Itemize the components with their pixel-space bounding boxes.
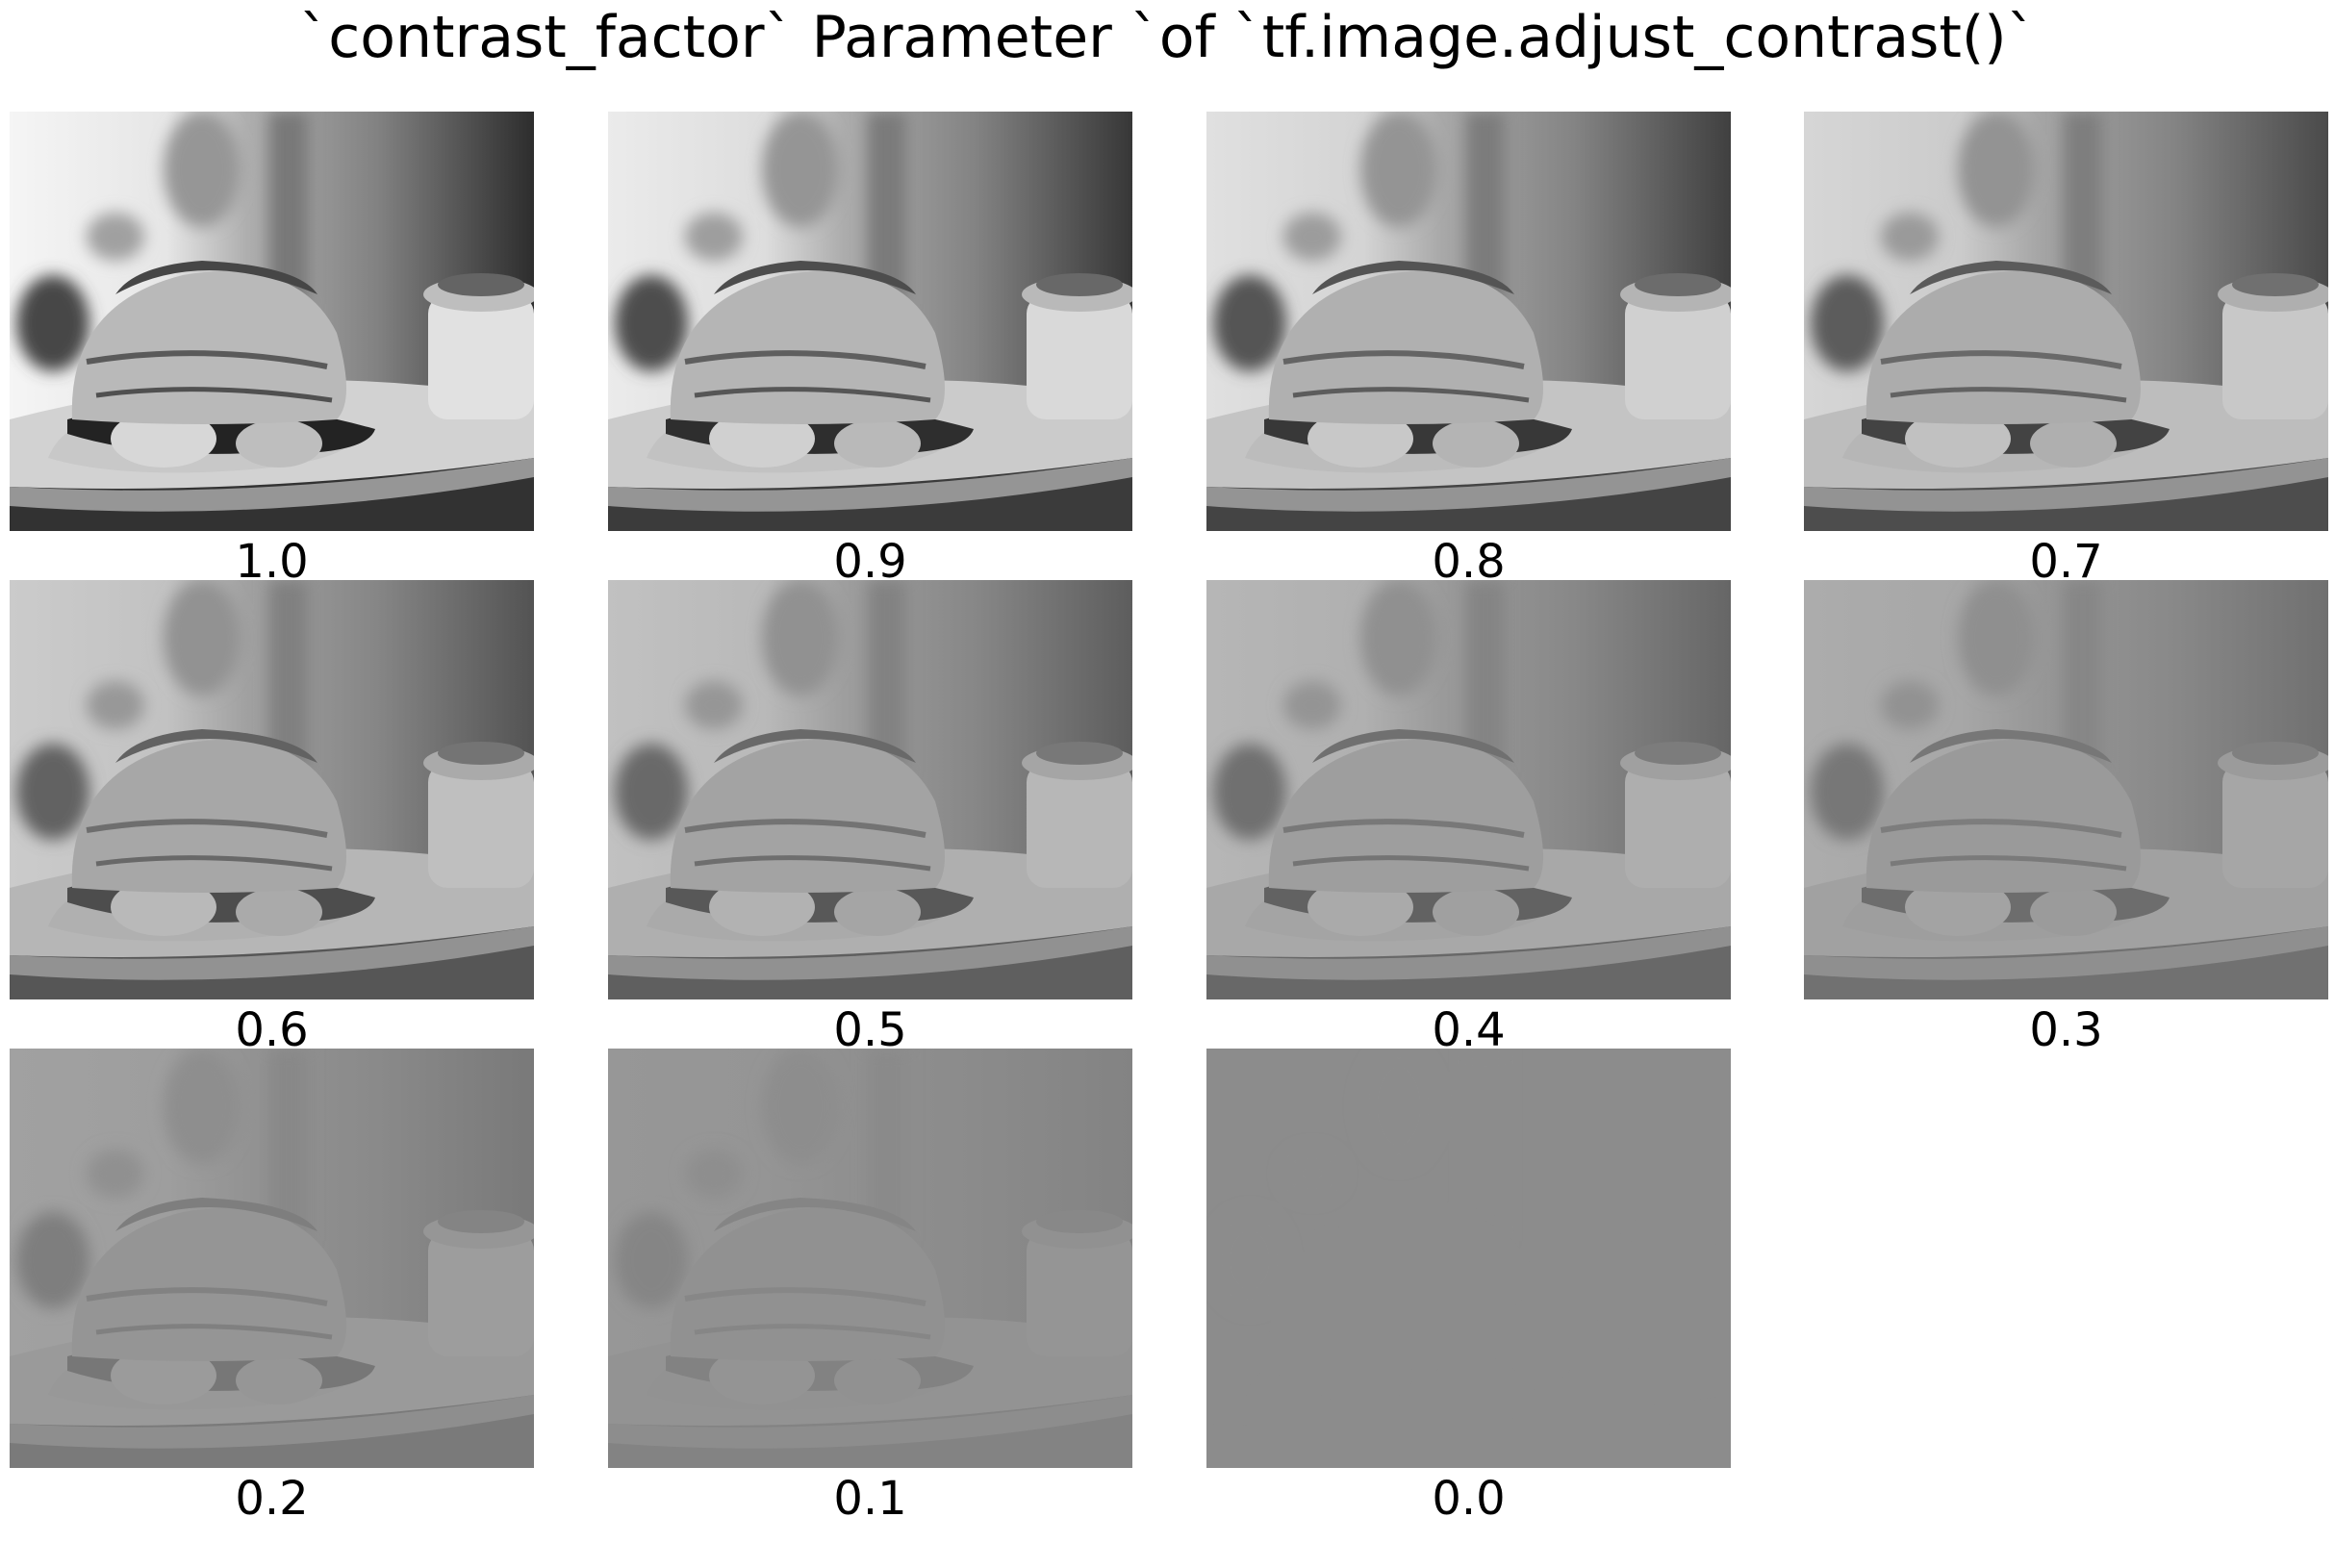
contrast-photo (1206, 580, 1736, 999)
image-panel: 0.9 (608, 112, 1137, 631)
contrast-factor-label: 1.0 (235, 535, 309, 589)
contrast-photo (608, 112, 1137, 531)
contrast-factor-label: 0.2 (235, 1472, 309, 1526)
photo-graphic (608, 580, 1137, 999)
contrast-factor-label: 0.0 (1432, 1472, 1506, 1526)
photo-graphic (1206, 112, 1736, 531)
image-panel: 0.8 (1206, 112, 1736, 631)
photo-graphic (10, 1049, 539, 1468)
contrast-photo (608, 1049, 1137, 1468)
photo-graphic (1804, 580, 2333, 999)
image-panel: 0.7 (1804, 112, 2333, 631)
image-panel: 0.0 (1206, 1049, 1736, 1568)
contrast-factor-label: 0.9 (833, 535, 907, 589)
contrast-factor-label: 0.3 (2029, 1003, 2103, 1057)
figure-title: `contrast_factor` Parameter `of `tf.imag… (299, 4, 2036, 71)
photo-graphic (10, 580, 539, 999)
photo-graphic (1206, 1049, 1736, 1468)
contrast-factor-label: 0.4 (1432, 1003, 1506, 1057)
photo-graphic (608, 112, 1137, 531)
contrast-factor-label: 0.1 (833, 1472, 907, 1526)
contrast-photo (608, 580, 1137, 999)
contrast-photo (1804, 580, 2333, 999)
photo-graphic (10, 112, 539, 531)
contrast-factor-label: 0.7 (2029, 535, 2103, 589)
contrast-photo (1206, 1049, 1736, 1468)
photo-graphic (1206, 580, 1736, 999)
image-panel: 1.0 (10, 112, 539, 631)
image-panel: 0.6 (10, 580, 539, 1100)
contrast-factor-label: 0.6 (235, 1003, 309, 1057)
photo-graphic (1804, 112, 2333, 531)
image-panel: 0.5 (608, 580, 1137, 1100)
image-panel: 0.1 (608, 1049, 1137, 1568)
image-panel: 0.3 (1804, 580, 2333, 1100)
image-panel: 0.2 (10, 1049, 539, 1568)
contrast-photo (1206, 112, 1736, 531)
contrast-factor-label: 0.5 (833, 1003, 907, 1057)
image-panel: 0.4 (1206, 580, 1736, 1100)
contrast-photo (10, 1049, 539, 1468)
contrast-photo (1804, 112, 2333, 531)
contrast-factor-label: 0.8 (1432, 535, 1506, 589)
contrast-photo (10, 112, 539, 531)
contrast-photo (10, 580, 539, 999)
photo-graphic (608, 1049, 1137, 1468)
